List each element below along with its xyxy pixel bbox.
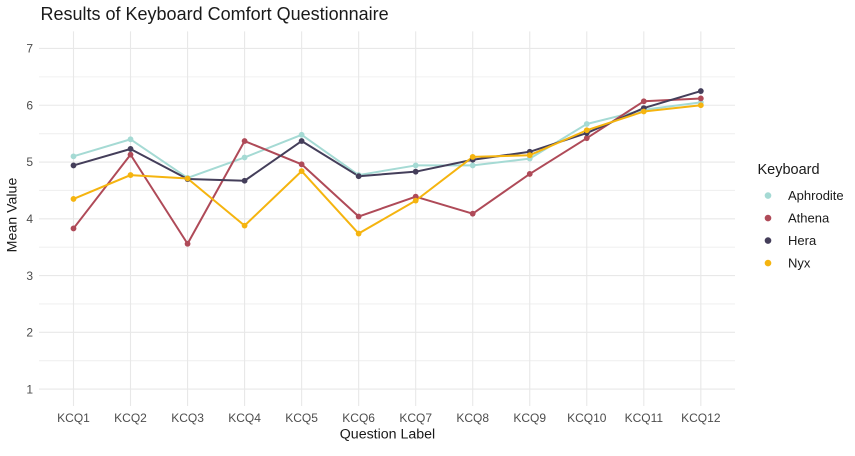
- svg-text:KCQ8: KCQ8: [456, 411, 489, 425]
- svg-text:Mean Value: Mean Value: [5, 178, 21, 253]
- svg-text:KCQ9: KCQ9: [513, 411, 546, 425]
- svg-text:Athena: Athena: [788, 211, 830, 226]
- svg-text:1: 1: [26, 382, 33, 396]
- svg-text:4: 4: [26, 212, 33, 226]
- svg-text:KCQ10: KCQ10: [567, 411, 607, 425]
- svg-text:5: 5: [26, 155, 33, 169]
- svg-text:Results of Keyboard Comfort Qu: Results of Keyboard Comfort Questionnair…: [41, 4, 389, 24]
- svg-text:Aphrodite: Aphrodite: [788, 188, 844, 203]
- svg-text:KCQ3: KCQ3: [171, 411, 204, 425]
- svg-text:6: 6: [26, 98, 33, 112]
- svg-text:KCQ11: KCQ11: [625, 411, 664, 425]
- svg-text:3: 3: [26, 269, 33, 283]
- svg-text:Hera: Hera: [788, 233, 817, 248]
- svg-text:KCQ1: KCQ1: [57, 411, 90, 425]
- svg-text:Nyx: Nyx: [788, 256, 811, 271]
- svg-text:2: 2: [26, 326, 33, 340]
- svg-text:7: 7: [26, 42, 33, 56]
- svg-text:KCQ6: KCQ6: [342, 411, 375, 425]
- svg-text:KCQ4: KCQ4: [228, 411, 261, 425]
- svg-text:KCQ12: KCQ12: [681, 411, 721, 425]
- svg-text:Question Label: Question Label: [340, 427, 435, 443]
- svg-text:KCQ7: KCQ7: [399, 411, 432, 425]
- svg-text:KCQ2: KCQ2: [114, 411, 147, 425]
- svg-text:KCQ5: KCQ5: [285, 411, 318, 425]
- svg-text:Keyboard: Keyboard: [758, 162, 820, 178]
